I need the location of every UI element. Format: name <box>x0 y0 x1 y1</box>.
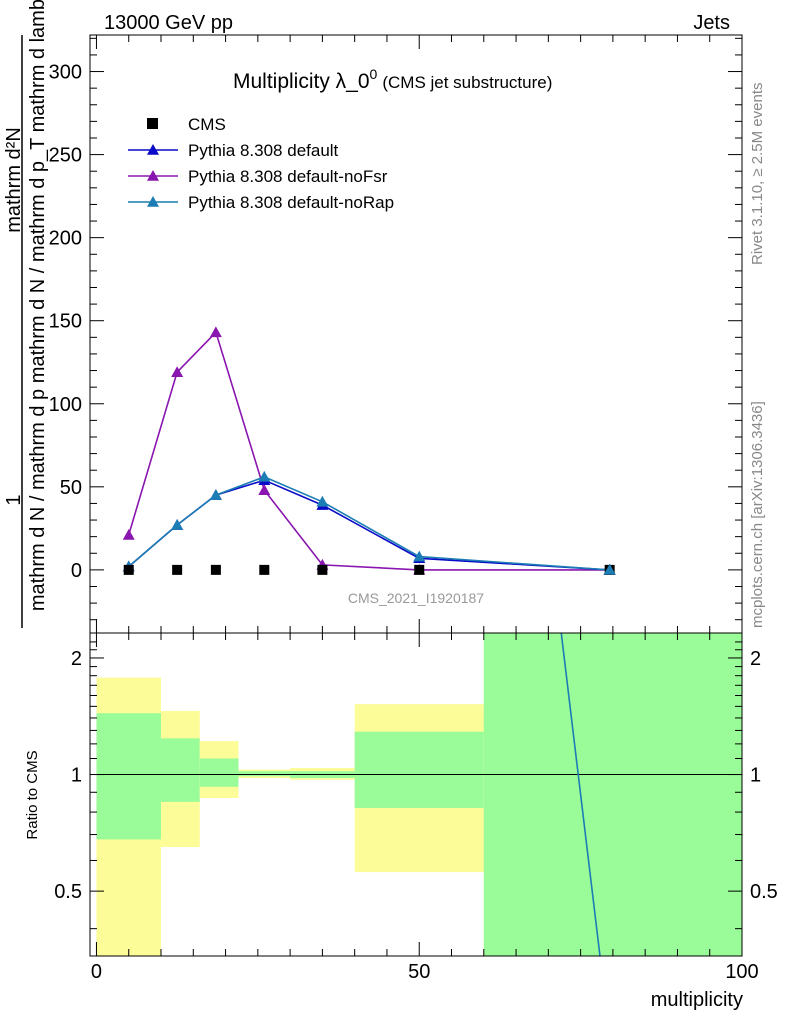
y-tick-label: 150 <box>49 311 82 333</box>
y-tick-label: 300 <box>49 62 82 84</box>
ratio-y-tick-label-right: 0.5 <box>750 881 778 903</box>
series-point <box>413 550 426 562</box>
ratio-y-tick-label-right: 1 <box>750 765 761 787</box>
data-point-cms <box>414 564 425 575</box>
chart-title-sup: 0 <box>370 66 378 82</box>
side-text-rivet: Rivet 3.1.10, ≥ 2.5M events <box>749 83 766 266</box>
ratio-plot-area <box>90 632 742 957</box>
x-tick-label: 100 <box>725 961 758 983</box>
ratio-y-tick-label: 0.5 <box>54 881 82 903</box>
series-point <box>258 470 271 482</box>
ratio-axis-ticks: 0.5 0.5 1 1 2 2 0 50 100 <box>54 633 778 983</box>
y-tick-label: 0 <box>71 560 82 582</box>
legend-label: CMS <box>188 115 226 134</box>
series-point <box>171 519 184 530</box>
ratio-ylabel: Ratio to CMS <box>24 750 41 839</box>
y-tick-label: 50 <box>60 477 82 499</box>
main-plot-area <box>122 326 616 575</box>
series-point <box>603 563 616 575</box>
y-tick-label: 100 <box>49 394 82 416</box>
y-axis-label: 1 mathrm d²N mathrm d N / mathrm d p_T m… <box>3 0 49 628</box>
series-point <box>316 495 329 507</box>
series-line <box>128 479 610 571</box>
data-point-cms <box>172 564 183 575</box>
data-point-cms <box>123 564 134 575</box>
y-tick-label: 250 <box>49 145 82 167</box>
ratio-band-green <box>199 758 239 787</box>
ratio-band-green <box>238 771 291 777</box>
legend-marker <box>147 170 159 181</box>
x-axis-label: multiplicity <box>651 989 743 1011</box>
series-point <box>209 489 222 500</box>
ratio-y-tick-label: 2 <box>71 648 82 670</box>
series-point <box>258 484 271 495</box>
series-line <box>127 330 610 571</box>
legend-marker-cms <box>147 118 158 129</box>
chart-title-main: Multiplicity λ_0 <box>233 70 370 93</box>
header-left: 13000 GeV pp <box>104 12 233 34</box>
ratio-y-tick-label-right: 2 <box>750 648 761 670</box>
series-point <box>122 528 135 540</box>
chart-title: Multiplicity λ_00 (CMS jet substructure) <box>233 66 552 93</box>
legend: CMS Pythia 8.308 default Pythia 8.308 defa… <box>128 115 394 212</box>
ratio-band-green <box>96 713 162 840</box>
side-text-mcplots: mcplots.cern.ch [arXiv:1306.3436] <box>749 401 766 628</box>
legend-label: Pythia 8.308 default <box>188 141 339 160</box>
ratio-band-green <box>354 731 484 808</box>
series-point <box>171 366 184 378</box>
ylabel-mid: mathrm d N / mathrm d p <box>27 389 49 611</box>
ratio-y-tick-label: 1 <box>71 765 82 787</box>
header-right: Jets <box>693 12 730 34</box>
series-line <box>128 476 610 571</box>
data-point-cms <box>210 564 221 575</box>
chart-title-sub: (CMS jet substructure) <box>382 73 552 92</box>
ylabel-frac-top: mathrm d²N <box>3 127 25 233</box>
legend-label: Pythia 8.308 default-noFsr <box>188 167 388 186</box>
ratio-frame <box>89 632 743 957</box>
x-tick-label: 50 <box>408 961 430 983</box>
watermark: CMS_2021_I1920187 <box>348 590 484 606</box>
data-point-cms <box>317 564 328 575</box>
series-point <box>209 326 222 338</box>
legend-marker <box>147 144 159 155</box>
ylabel-frac-num: 1 <box>3 494 25 505</box>
data-point-cms <box>259 564 270 575</box>
legend-marker <box>147 196 159 207</box>
ratio-band-green <box>161 738 200 802</box>
x-tick-label: 0 <box>91 961 102 983</box>
main-axis-ticks: 0 50 100 150 200 250 300 <box>49 35 743 633</box>
legend-label: Pythia 8.308 default-noRap <box>188 193 394 212</box>
ratio-band-green <box>483 633 742 956</box>
y-tick-label: 200 <box>49 228 82 250</box>
ylabel-main: mathrm d N / mathrm d p_T mathrm d lambd… <box>27 0 49 383</box>
ratio-series-line <box>560 632 601 957</box>
